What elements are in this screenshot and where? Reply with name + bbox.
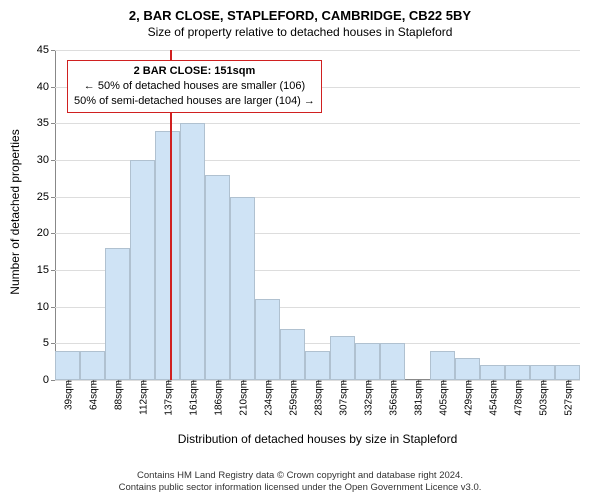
y-tick-mark [51, 197, 55, 198]
histogram-bar [305, 351, 330, 380]
y-tick-mark [51, 343, 55, 344]
chart-subtitle: Size of property relative to detached ho… [0, 25, 600, 41]
histogram-bar [230, 197, 255, 380]
gridline [55, 123, 580, 124]
x-tick-label: 234sqm [261, 380, 274, 416]
x-tick-label: 503sqm [536, 380, 549, 416]
histogram-bar [555, 365, 580, 380]
histogram-bar [505, 365, 530, 380]
chart-container: 2, BAR CLOSE, STAPLEFORD, CAMBRIDGE, CB2… [0, 0, 600, 500]
x-tick-label: 259sqm [286, 380, 299, 416]
annotation-line-1: ← 50% of detached houses are smaller (10… [74, 79, 315, 94]
x-tick-label: 527sqm [561, 380, 574, 416]
x-tick-label: 161sqm [186, 380, 199, 416]
annotation-line-2: 50% of semi-detached houses are larger (… [74, 94, 315, 109]
x-tick-label: 64sqm [86, 380, 99, 410]
histogram-bar [130, 160, 155, 380]
y-tick-mark [51, 380, 55, 381]
histogram-bar [530, 365, 555, 380]
histogram-bar [180, 123, 205, 380]
x-tick-label: 210sqm [236, 380, 249, 416]
histogram-bar [355, 343, 380, 380]
footer: Contains HM Land Registry data © Crown c… [0, 470, 600, 495]
x-tick-label: 429sqm [461, 380, 474, 416]
x-tick-label: 356sqm [386, 380, 399, 416]
x-tick-label: 454sqm [486, 380, 499, 416]
x-tick-label: 137sqm [161, 380, 174, 416]
gridline [55, 50, 580, 51]
x-tick-label: 88sqm [111, 380, 124, 410]
x-tick-label: 283sqm [311, 380, 324, 416]
y-tick-mark [51, 123, 55, 124]
histogram-bar [380, 343, 405, 380]
histogram-bar [155, 131, 180, 380]
x-tick-label: 39sqm [61, 380, 74, 410]
x-tick-label: 186sqm [211, 380, 224, 416]
histogram-bar [330, 336, 355, 380]
y-tick-mark [51, 160, 55, 161]
histogram-bar [480, 365, 505, 380]
y-tick-mark [51, 87, 55, 88]
x-tick-label: 381sqm [411, 380, 424, 416]
y-tick-mark [51, 50, 55, 51]
histogram-bar [80, 351, 105, 380]
annotation-title: 2 BAR CLOSE: 151sqm [74, 64, 315, 79]
x-tick-label: 307sqm [336, 380, 349, 416]
y-tick-mark [51, 233, 55, 234]
histogram-bar [455, 358, 480, 380]
y-tick-mark [51, 270, 55, 271]
y-tick-mark [51, 307, 55, 308]
x-tick-label: 405sqm [436, 380, 449, 416]
histogram-bar [280, 329, 305, 380]
annotation-box: 2 BAR CLOSE: 151sqm ← 50% of detached ho… [67, 60, 322, 113]
x-tick-label: 112sqm [136, 380, 149, 415]
footer-line-2: Contains public sector information licen… [0, 482, 600, 494]
histogram-bar [55, 351, 80, 380]
x-tick-label: 478sqm [511, 380, 524, 416]
histogram-bar [255, 299, 280, 380]
x-tick-label: 332sqm [361, 380, 374, 416]
chart-title: 2, BAR CLOSE, STAPLEFORD, CAMBRIDGE, CB2… [0, 0, 600, 25]
histogram-bar [205, 175, 230, 380]
histogram-bar [105, 248, 130, 380]
histogram-bar [430, 351, 455, 380]
x-axis-label: Distribution of detached houses by size … [55, 432, 580, 446]
footer-line-1: Contains HM Land Registry data © Crown c… [0, 470, 600, 482]
y-axis-label: Number of detached properties [8, 112, 22, 312]
